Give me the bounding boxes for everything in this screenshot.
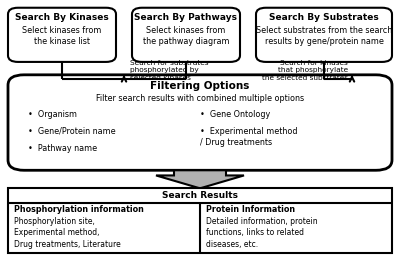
FancyBboxPatch shape — [8, 75, 392, 170]
Bar — [8, 188, 392, 253]
Text: •  Gene Ontology: • Gene Ontology — [200, 110, 270, 119]
Text: Filtering Options: Filtering Options — [150, 81, 250, 91]
Text: Select kinases from
the pathway diagram: Select kinases from the pathway diagram — [143, 26, 229, 46]
Text: Search By Kinases: Search By Kinases — [15, 13, 109, 22]
Text: Phosphorylation information: Phosphorylation information — [14, 205, 144, 214]
FancyBboxPatch shape — [132, 8, 240, 62]
Text: Search for kinases
that phosphorylate
the selected substrates: Search for kinases that phosphorylate th… — [262, 60, 348, 81]
Text: Phosphorylation site,
Experimental method,
Drug treatments, Literature: Phosphorylation site, Experimental metho… — [14, 217, 121, 249]
Text: Search By Substrates: Search By Substrates — [269, 13, 379, 22]
Text: •  Pathway name: • Pathway name — [28, 144, 97, 153]
Text: Protein Information: Protein Information — [206, 205, 295, 214]
Text: Search for substrates
phosphorylated by
selected kinases: Search for substrates phosphorylated by … — [130, 60, 208, 81]
Text: Detailed information, protein
functions, links to related
diseases, etc.: Detailed information, protein functions,… — [206, 217, 318, 249]
Text: •  Experimental method
/ Drug treatments: • Experimental method / Drug treatments — [200, 127, 298, 147]
Text: •  Organism: • Organism — [28, 110, 77, 119]
Polygon shape — [156, 170, 244, 188]
Text: Search By Pathways: Search By Pathways — [134, 13, 238, 22]
Text: Filter search results with combined multiple options: Filter search results with combined mult… — [96, 94, 304, 103]
Text: Select substrates from the search
results by gene/protein name: Select substrates from the search result… — [256, 26, 392, 46]
Text: •  Gene/Protein name: • Gene/Protein name — [28, 127, 116, 136]
Text: Select kinases from
the kinase list: Select kinases from the kinase list — [22, 26, 102, 46]
FancyBboxPatch shape — [8, 8, 116, 62]
FancyBboxPatch shape — [256, 8, 392, 62]
Text: Search Results: Search Results — [162, 191, 238, 200]
